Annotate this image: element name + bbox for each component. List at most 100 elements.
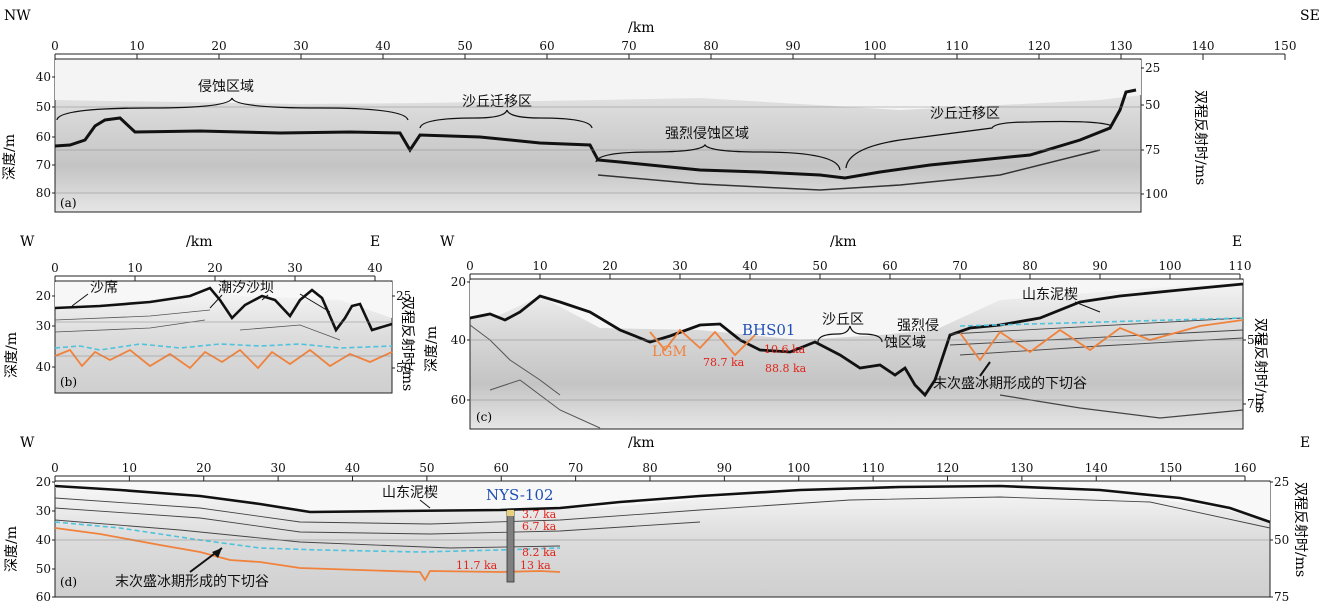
panel-d-x-tick-label: 100 [787,461,810,475]
panel-d-x-tick-label: 90 [717,461,732,475]
panel-b-tag: (b) [60,375,77,389]
panel-a-brace-strong-erosion [595,143,841,171]
panel-a-depth-tick-label: 40 [36,70,51,84]
panel-a-depth-tick-label: 70 [36,158,51,172]
panel-d-x-tick-label: 150 [1159,461,1182,475]
panel-c-depth-tick-label: 60 [451,393,466,407]
panel-d-depth-tick-label: 50 [36,562,51,576]
panel-b-x-tick-label: 0 [51,261,59,275]
panel-d-twt-ticks: 25 50 75 [1270,475,1289,604]
panel-d-seabed-line [54,484,1271,524]
panel-d-x-tick-label: 30 [270,461,285,475]
panel-b-ridge-leader [261,294,269,301]
panel-b-internal-reflectors [54,309,341,341]
panel-a-zone-dunes: 沙丘迁移区 [462,94,532,110]
panel-d-twt-tick-label: 50 [1274,533,1289,547]
panel-b-ridge-leader [299,293,331,313]
panel-d-internal-reflectors [54,496,1271,549]
panel-c-x-tick-label: 60 [882,259,897,273]
panel-c-erosion-label-2: 蚀区域 [884,335,926,351]
panel-d: W E /km 0 10 20 30 40 50 60 70 80 90 100 110 120 130 1… [4,435,1310,604]
panel-d-wedge-leader [419,499,431,509]
panel-d-depth-tick-label: 30 [36,504,51,518]
panel-d-x-tick-label: 120 [936,461,959,475]
panel-a-tag: (a) [60,196,77,210]
panel-c-age-1: 10.6 ka [764,343,806,356]
panel-b-twt-tick-label: 50 [396,361,411,375]
panel-d-valley-label: 末次盛冰期形成的下切谷 [115,574,269,590]
panel-a-brace-erosion [56,97,409,121]
panel-d-core-label: NYS-102 [486,486,554,504]
panel-b-sand-sheet-label: 沙席 [90,280,118,296]
panel-a-x-tick-label: 20 [211,39,226,53]
panel-d-dir-left: W [20,435,35,451]
panel-a-depth-label: 深度/m [2,134,18,180]
panel-c-erosion-label-1: 强烈侵 [897,317,939,334]
panel-d-age-4: 11.7 ka [456,559,498,572]
panel-a-depth-tick-label: 80 [36,186,51,200]
panel-a-brace-dunes [419,109,593,129]
panel-c-depth-tick-label: 40 [451,333,466,347]
panel-c: W E /km 0 10 20 30 40 50 60 70 80 90 100 110 BHS01 … [424,234,1268,430]
panel-a-twt-tick-label: 25 [1145,61,1160,75]
panel-a-x-tick-label: 120 [1028,39,1051,53]
panel-d-x-tick-label: 140 [1085,461,1108,475]
panel-c-twt-tick-label: 50 [1247,333,1262,347]
panel-b-depth-tick-label: 30 [36,319,51,333]
panel-a-x-tick-label: 130 [1110,39,1133,53]
panel-b-x-tick-label: 30 [287,261,302,275]
panel-c-wedge-leader [1074,301,1101,313]
panel-c-valley-label: 末次盛冰期形成的下切谷 [933,376,1087,392]
panel-a: NW SE /km 0 10 20 30 40 50 60 70 80 90 100 110 120 13… [2,8,1320,213]
panel-b-twt-tick-label: 25 [396,289,411,303]
panel-c-x-tick-label: 70 [952,259,967,273]
panel-d-dashed-horizon [54,521,561,553]
panel-d-x-tick-label: 80 [642,461,657,475]
panel-c-x-tick-label: 20 [602,259,617,273]
panel-a-zone-strong-erosion: 强烈侵蚀区域 [665,125,749,142]
panel-b-km-label: /km [186,234,212,250]
panel-a-x-tick-label: 140 [1192,39,1215,53]
panel-d-x-tick-label: 40 [345,461,360,475]
panel-a-x-tick-label: 40 [375,39,390,53]
panel-d-twt-tick-label: 75 [1274,590,1289,604]
panel-b-seabed-line [54,286,393,333]
panel-c-tag: (c) [476,410,492,424]
panel-d-x-tick-label: 160 [1234,461,1257,475]
panel-d-depth-tick-label: 40 [36,533,51,547]
panel-c-age-3: 88.8 ka [765,362,807,375]
panel-c-wedge-label: 山东泥楔 [1022,287,1078,303]
panel-c-x-tick-label: 40 [742,259,757,273]
panel-b-sand-sheet-leader [71,293,89,307]
panel-b-x-ticks: 0 10 20 30 40 [51,261,383,282]
panel-d-x-tick-label: 20 [196,461,211,475]
panel-d-lgm-surface [54,527,561,582]
panel-b-x-tick-label: 40 [367,261,382,275]
panel-d-x-tick-label: 70 [568,461,583,475]
panel-b-depth-tick-label: 40 [36,360,51,374]
panel-d-age-2: 6.7 ka [522,520,557,533]
panel-c-valley-reflector [999,394,1244,419]
panel-a-twt-ticks: 25 50 75 100 [1141,61,1168,201]
panel-c-age-2: 78.7 ka [703,356,745,369]
panel-d-x-tick-label: 60 [494,461,509,475]
panel-b-x-tick-label: 10 [127,261,142,275]
panel-c-wedge-reflectors [949,317,1244,356]
panel-b-dashed-horizon [54,343,393,351]
panel-a-zone-dunes-2: 沙丘迁移区 [930,106,1000,122]
panel-b-x-tick-label: 20 [207,261,222,275]
panel-a-x-tick-label: 90 [785,39,800,53]
panel-b-lgm-surface [54,348,393,370]
panel-a-x-tick-label: 150 [1274,39,1297,53]
panel-a-twt-tick-label: 100 [1145,187,1168,201]
panel-a-dir-right: SE [1300,8,1320,24]
panel-c-valley-arrow [979,361,991,377]
panel-d-twt-tick-label: 25 [1274,475,1289,489]
panel-b-tidal-ridge-label: 潮汐沙坝 [218,280,274,296]
panel-d-depth-label: 深度/m [4,526,20,572]
panel-d-age-3: 8.2 ka [522,546,557,559]
panel-b-dir-right: E [370,234,380,250]
panel-a-subbottom-reflector [597,149,1101,191]
panel-c-x-tick-label: 110 [1229,259,1252,273]
